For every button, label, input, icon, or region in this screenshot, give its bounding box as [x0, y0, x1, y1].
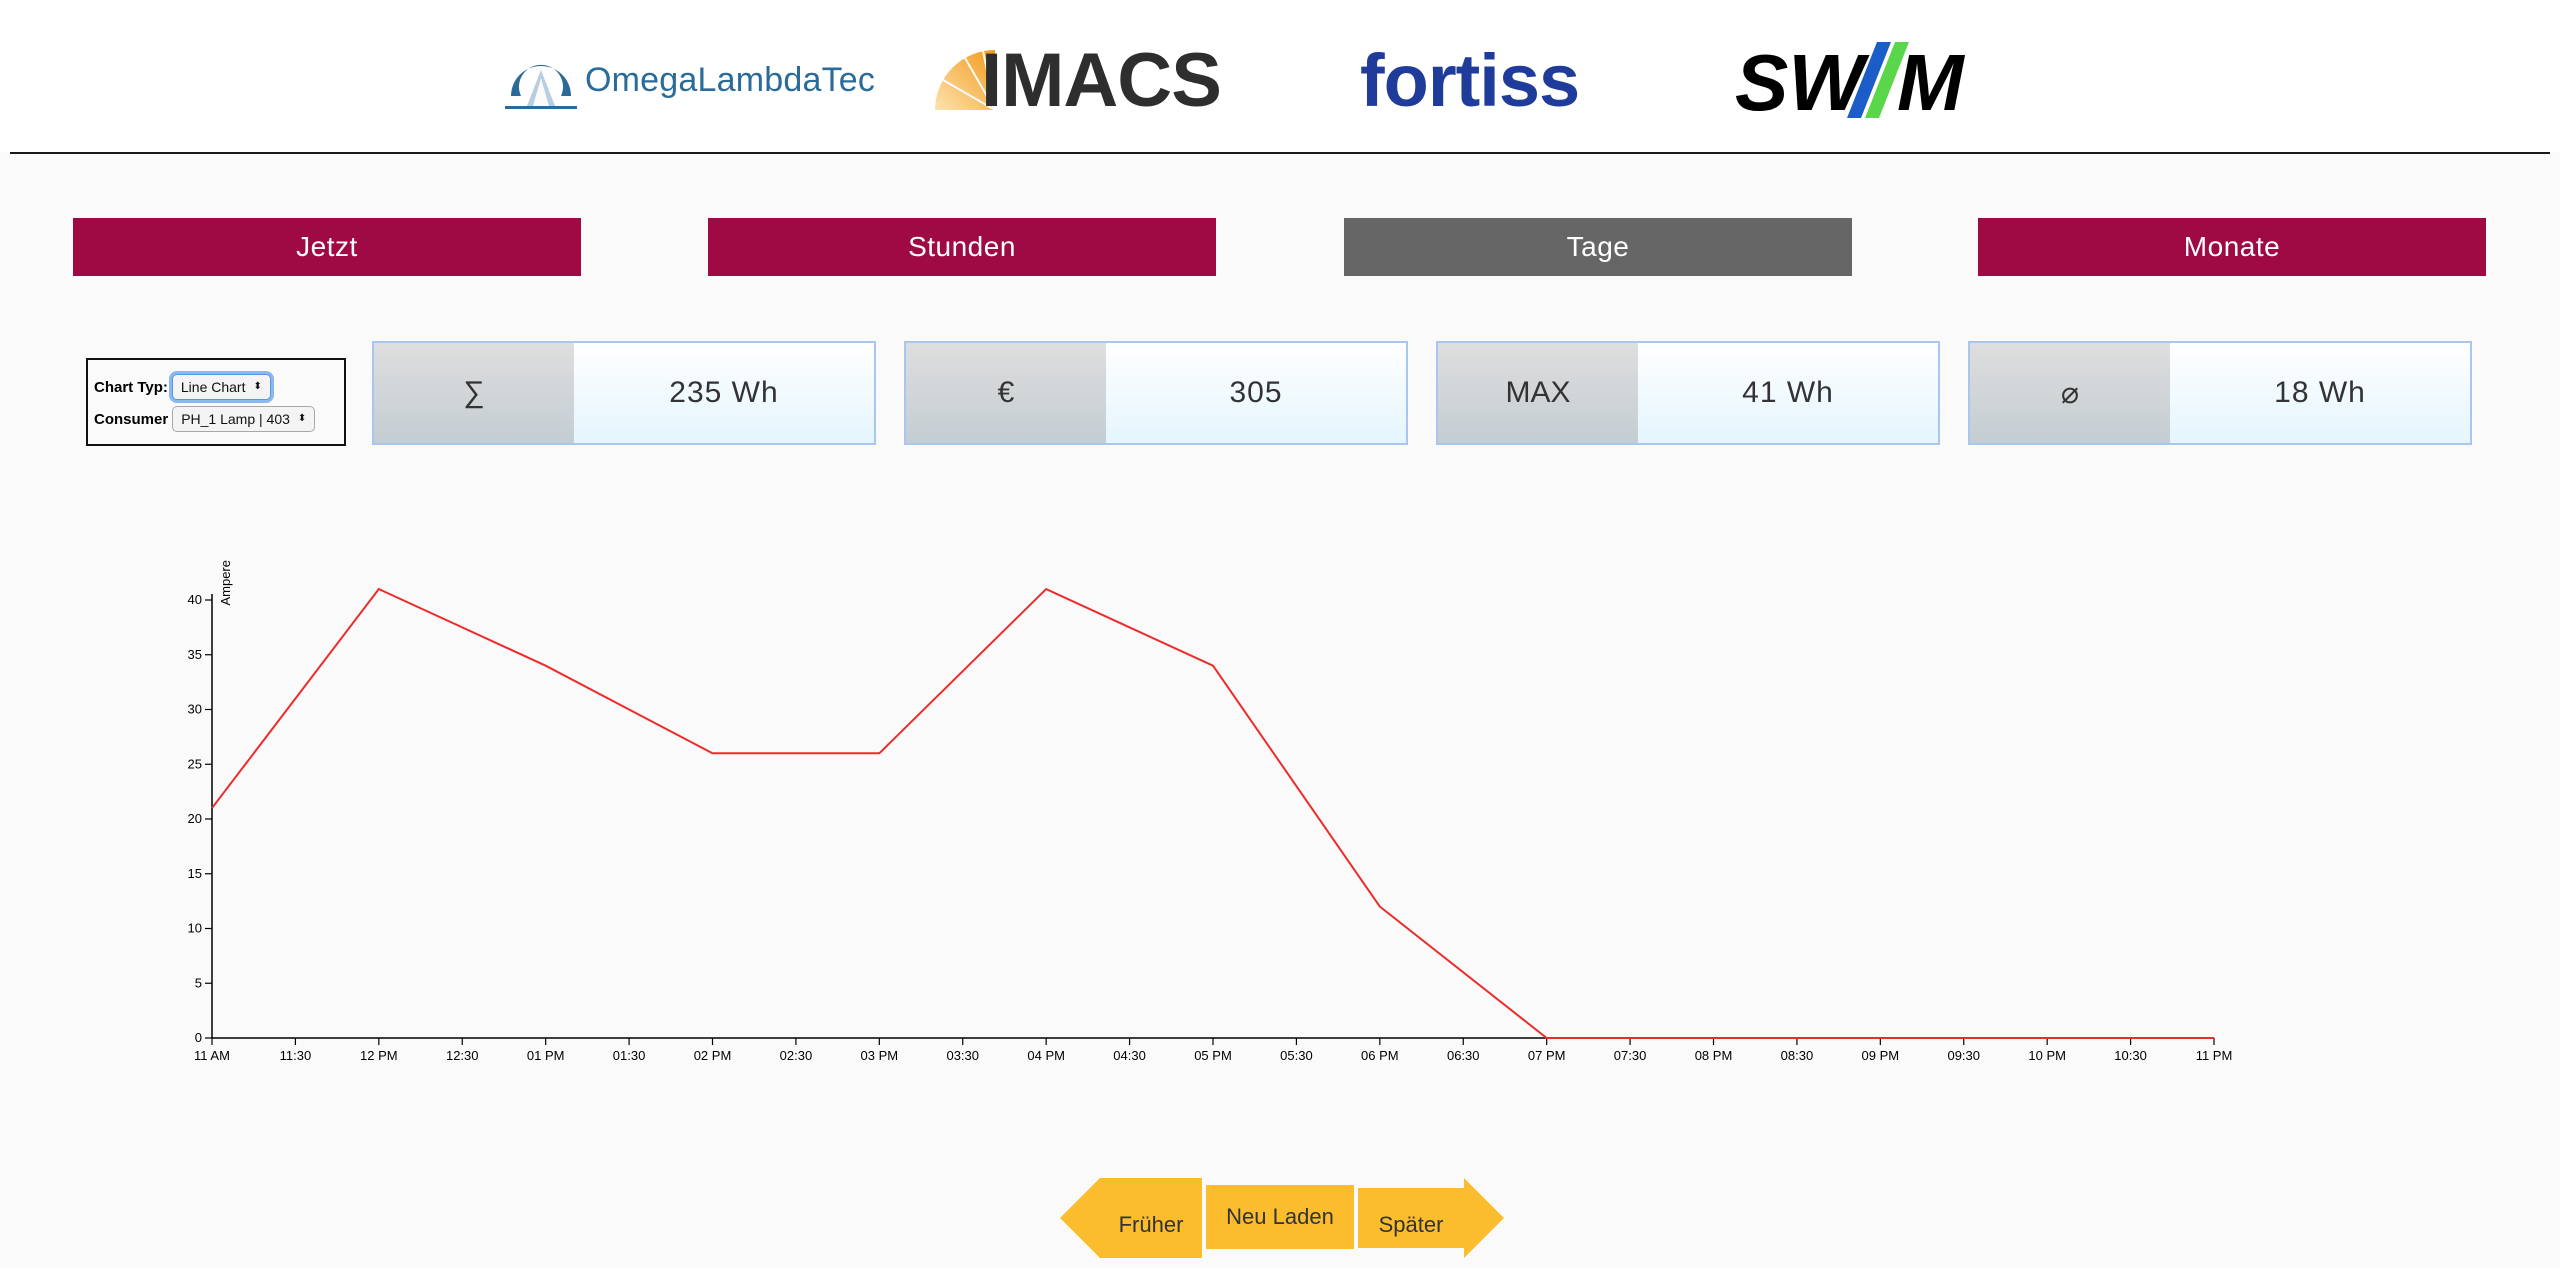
- imacs-logo-text: IMACS: [981, 37, 1222, 123]
- series-line: [211, 587, 2214, 1039]
- x-tick-label: 12:30: [446, 1048, 479, 1063]
- consumer-select[interactable]: PH_1 Lamp | 403 ⬍: [172, 406, 316, 432]
- stat-max-value: 41 Wh: [1638, 343, 1938, 443]
- stat-max: MAX 41 Wh: [1436, 341, 1940, 445]
- chart-type-value: Line Chart: [180, 379, 246, 395]
- x-tick-label: 04:30: [1113, 1048, 1146, 1063]
- chart-type-select[interactable]: Line Chart ⬍: [171, 374, 271, 400]
- x-tick-label: 08:30: [1781, 1048, 1814, 1063]
- x-tick-label: 11 AM: [194, 1048, 230, 1063]
- line-chart: 11 AM 11:30 12 PM 12:30 01 PM 01:30 02 PM 02:30…: [188, 560, 2233, 1063]
- y-tick-label: 0: [195, 1030, 202, 1045]
- y-tick-label: 30: [188, 702, 202, 717]
- stat-sum-value: 235 Wh: [574, 343, 874, 443]
- tab-jetzt[interactable]: Jetzt: [73, 218, 581, 276]
- y-tick-label: 40: [188, 592, 202, 607]
- x-tick-label: 11 PM: [2196, 1048, 2233, 1063]
- x-tick-label: 10:30: [2114, 1048, 2147, 1063]
- x-tick-label: 11:30: [280, 1048, 312, 1063]
- stat-average-label: ⌀: [1970, 343, 2170, 443]
- header: OmegaLambdaTec IMACS fortiss SW: [0, 0, 2560, 152]
- consumer-value: PH_1 Lamp | 403: [181, 411, 290, 427]
- select-arrows-icon: ⬍: [253, 381, 262, 392]
- y-tick-label: 20: [188, 811, 202, 826]
- x-tick-label: 05:30: [1280, 1048, 1313, 1063]
- x-tick-label: 02 PM: [694, 1048, 732, 1063]
- x-tick-label: 05 PM: [1194, 1048, 1232, 1063]
- tab-stunden[interactable]: Stunden: [708, 218, 1216, 276]
- stat-sum-label: ∑: [374, 343, 574, 443]
- x-tick-label: 09 PM: [1862, 1048, 1900, 1063]
- reload-button[interactable]: Neu Laden: [1206, 1185, 1354, 1249]
- right-arrow-icon: [1358, 1178, 1504, 1258]
- imacs-logo: IMACS: [935, 30, 1222, 130]
- x-tick-label: 03 PM: [861, 1048, 899, 1063]
- fortiss-logo: fortiss: [1360, 30, 1580, 130]
- x-tick-label: 12 PM: [360, 1048, 398, 1063]
- y-tick-label: 15: [188, 866, 202, 881]
- swm-logo-text-s: SW: [1735, 40, 1870, 120]
- tab-tage[interactable]: Tage: [1344, 218, 1852, 276]
- select-arrows-icon: ⬍: [297, 413, 307, 424]
- imacs-sunburst-icon: [935, 50, 995, 111]
- stat-average-value: 18 Wh: [2170, 343, 2470, 443]
- x-tick-label: 06 PM: [1361, 1048, 1399, 1063]
- x-tick-label: 08 PM: [1695, 1048, 1733, 1063]
- swm-logo-text-m: M: [1897, 40, 1966, 120]
- x-tick-label: 02:30: [780, 1048, 813, 1063]
- chart-axes: [211, 594, 2214, 1039]
- omegalambdatec-emblem-icon: [505, 64, 577, 109]
- y-tick-label: 25: [188, 756, 202, 771]
- y-tick-label: 10: [188, 921, 202, 936]
- x-tick-label: 03:30: [946, 1048, 979, 1063]
- tab-monate[interactable]: Monate: [1978, 218, 2486, 276]
- x-tick-label: 07 PM: [1528, 1048, 1566, 1063]
- swm-logo-mark: SW M: [1735, 40, 1966, 120]
- x-tick-label: 04 PM: [1027, 1048, 1065, 1063]
- omegalambdatec-logo-text: OmegaLambdaTec: [585, 60, 876, 99]
- chart-controls: Chart Typ: Line Chart ⬍ Consumer PH_1 La…: [86, 358, 346, 446]
- y-tick-label: 35: [188, 647, 202, 662]
- chart-type-row: Chart Typ: Line Chart ⬍: [94, 374, 271, 400]
- x-tick-label: 06:30: [1447, 1048, 1480, 1063]
- header-divider: [10, 152, 2550, 154]
- chart-type-label: Chart Typ:: [94, 378, 168, 396]
- x-tick-label: 01 PM: [527, 1048, 565, 1063]
- fortiss-logo-text: fortiss: [1360, 38, 1580, 122]
- earlier-button[interactable]: Früher: [1060, 1178, 1202, 1258]
- x-tick-label: 10 PM: [2028, 1048, 2066, 1063]
- reload-label: Neu Laden: [1226, 1204, 1334, 1229]
- stat-sum: ∑ 235 Wh: [372, 341, 876, 445]
- swm-logo: SW M: [1735, 30, 1985, 130]
- y-axis-label: Ampere: [218, 560, 233, 606]
- consumer-label: Consumer: [94, 410, 169, 428]
- stat-cost-label: €: [906, 343, 1106, 443]
- omegalambdatec-logo: OmegaLambdaTec: [505, 30, 875, 130]
- chart-ticks: 11 AM 11:30 12 PM 12:30 01 PM 01:30 02 PM 02:30…: [188, 592, 2233, 1063]
- later-button[interactable]: Später: [1358, 1178, 1504, 1258]
- left-arrow-icon: [1060, 1178, 1202, 1258]
- later-label: Später: [1378, 1212, 1444, 1237]
- earlier-label: Früher: [1118, 1212, 1184, 1237]
- y-tick-label: 5: [195, 975, 202, 990]
- stat-cost: € 305: [904, 341, 1408, 445]
- x-tick-label: 07:30: [1614, 1048, 1647, 1063]
- chart-series: [211, 587, 2214, 1039]
- stat-max-label: MAX: [1438, 343, 1638, 443]
- x-tick-label: 09:30: [1947, 1048, 1980, 1063]
- consumer-row: Consumer PH_1 Lamp | 403 ⬍: [94, 406, 316, 432]
- x-tick-label: 01:30: [613, 1048, 646, 1063]
- stat-cost-value: 305: [1106, 343, 1406, 443]
- stat-average: ⌀ 18 Wh: [1968, 341, 2472, 445]
